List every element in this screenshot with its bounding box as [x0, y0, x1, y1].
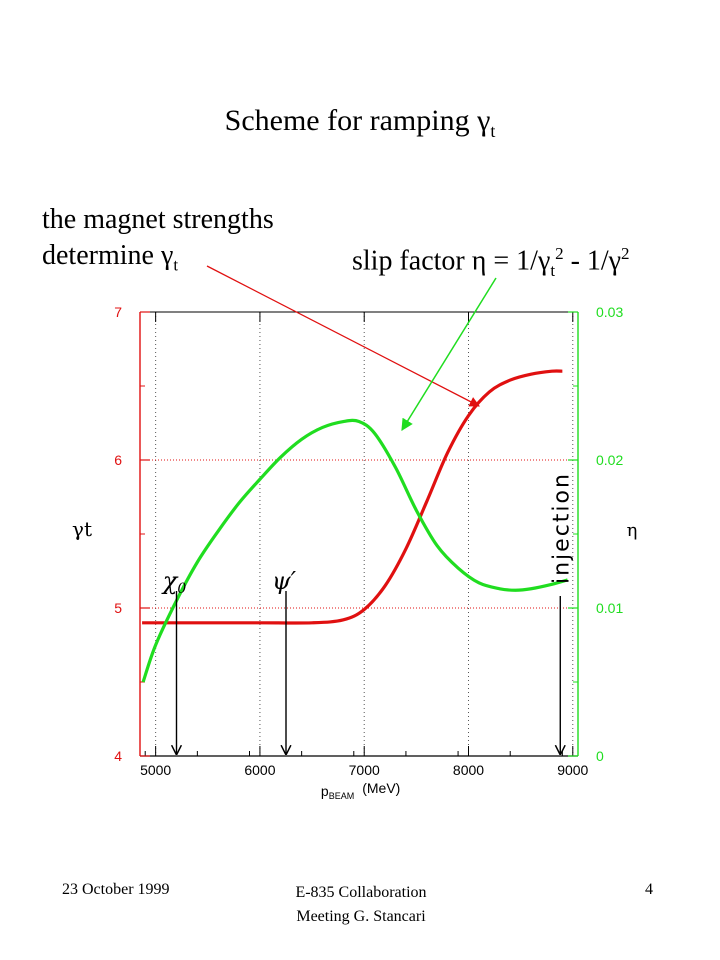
y-right-axis-label: η	[627, 520, 638, 541]
slide-title: Scheme for ramping γt	[0, 104, 720, 142]
x-tick-label: 5000	[140, 762, 171, 778]
footer-meeting: E-835 Collaboration Meeting G. Stancari	[295, 884, 427, 925]
slip-annotation-part1: slip factor η = 1/γ	[352, 245, 551, 277]
page-number: 4	[645, 881, 653, 898]
x-tick-label: 9000	[557, 762, 588, 778]
x-axis-label: pBEAM	[321, 783, 354, 801]
plot-axes	[139, 311, 579, 757]
y-left-tick-label: 5	[114, 600, 122, 616]
x-tick-label: 7000	[349, 762, 380, 778]
marker-label-sub: 0	[177, 581, 186, 597]
gamma-t-line	[142, 369, 563, 625]
magnet-annotation-arrow	[206, 265, 480, 407]
magnet-annotation-line2: determine γt	[42, 238, 274, 284]
injection-label: injection	[549, 472, 574, 584]
footer-date: 23 October 1999	[62, 881, 170, 898]
y-right-tick-label: 0.01	[596, 600, 623, 616]
magnet-annotation-sub: t	[173, 255, 179, 275]
y-right-tick-label: 0.02	[596, 452, 623, 468]
magnet-annotation: the magnet strengths determine γt	[42, 202, 274, 284]
axis-labels: 5000 6000 7000 8000 9000 4 5 6 7 0 0.01 0.02 0.03 pBE…	[72, 304, 637, 801]
event-markers: χ0 ψ′ injection	[161, 472, 574, 754]
slip-annotation-part2: - 1/γ	[563, 245, 622, 277]
y-left-tick-label: 6	[114, 452, 122, 468]
slip-factor-annotation: slip factor η = 1/γt2 - 1/γ2	[352, 236, 630, 289]
x-tick-label: 6000	[244, 762, 275, 778]
slide-title-sub: t	[490, 121, 496, 141]
marker-label: ψ′	[272, 567, 297, 595]
data-series	[141, 369, 569, 683]
y-right-tick-label: 0	[596, 748, 604, 764]
magnet-annotation-line2-text: determine γ	[42, 240, 174, 271]
magnet-annotation-line1: the magnet strengths	[42, 204, 274, 235]
slip-annotation-sup2: 2	[621, 244, 630, 263]
x-axis-unit: (MeV)	[362, 780, 400, 796]
slip-annotation-sup1: 2	[555, 244, 564, 263]
slide-title-text: Scheme for ramping γ	[224, 104, 491, 137]
slip-annotation-arrow	[401, 277, 497, 432]
x-tick-label: 8000	[453, 762, 484, 778]
x-axis-label-sub: BEAM	[329, 791, 355, 801]
grid-lines	[140, 312, 578, 756]
slip-annotation-sub: t	[550, 260, 556, 280]
y-left-axis-label: γt	[72, 517, 92, 541]
y-left-tick-label: 7	[114, 304, 122, 320]
marker-label: χ0	[161, 567, 187, 597]
y-right-tick-label: 0.03	[596, 304, 623, 320]
y-left-tick-label: 4	[114, 748, 122, 764]
